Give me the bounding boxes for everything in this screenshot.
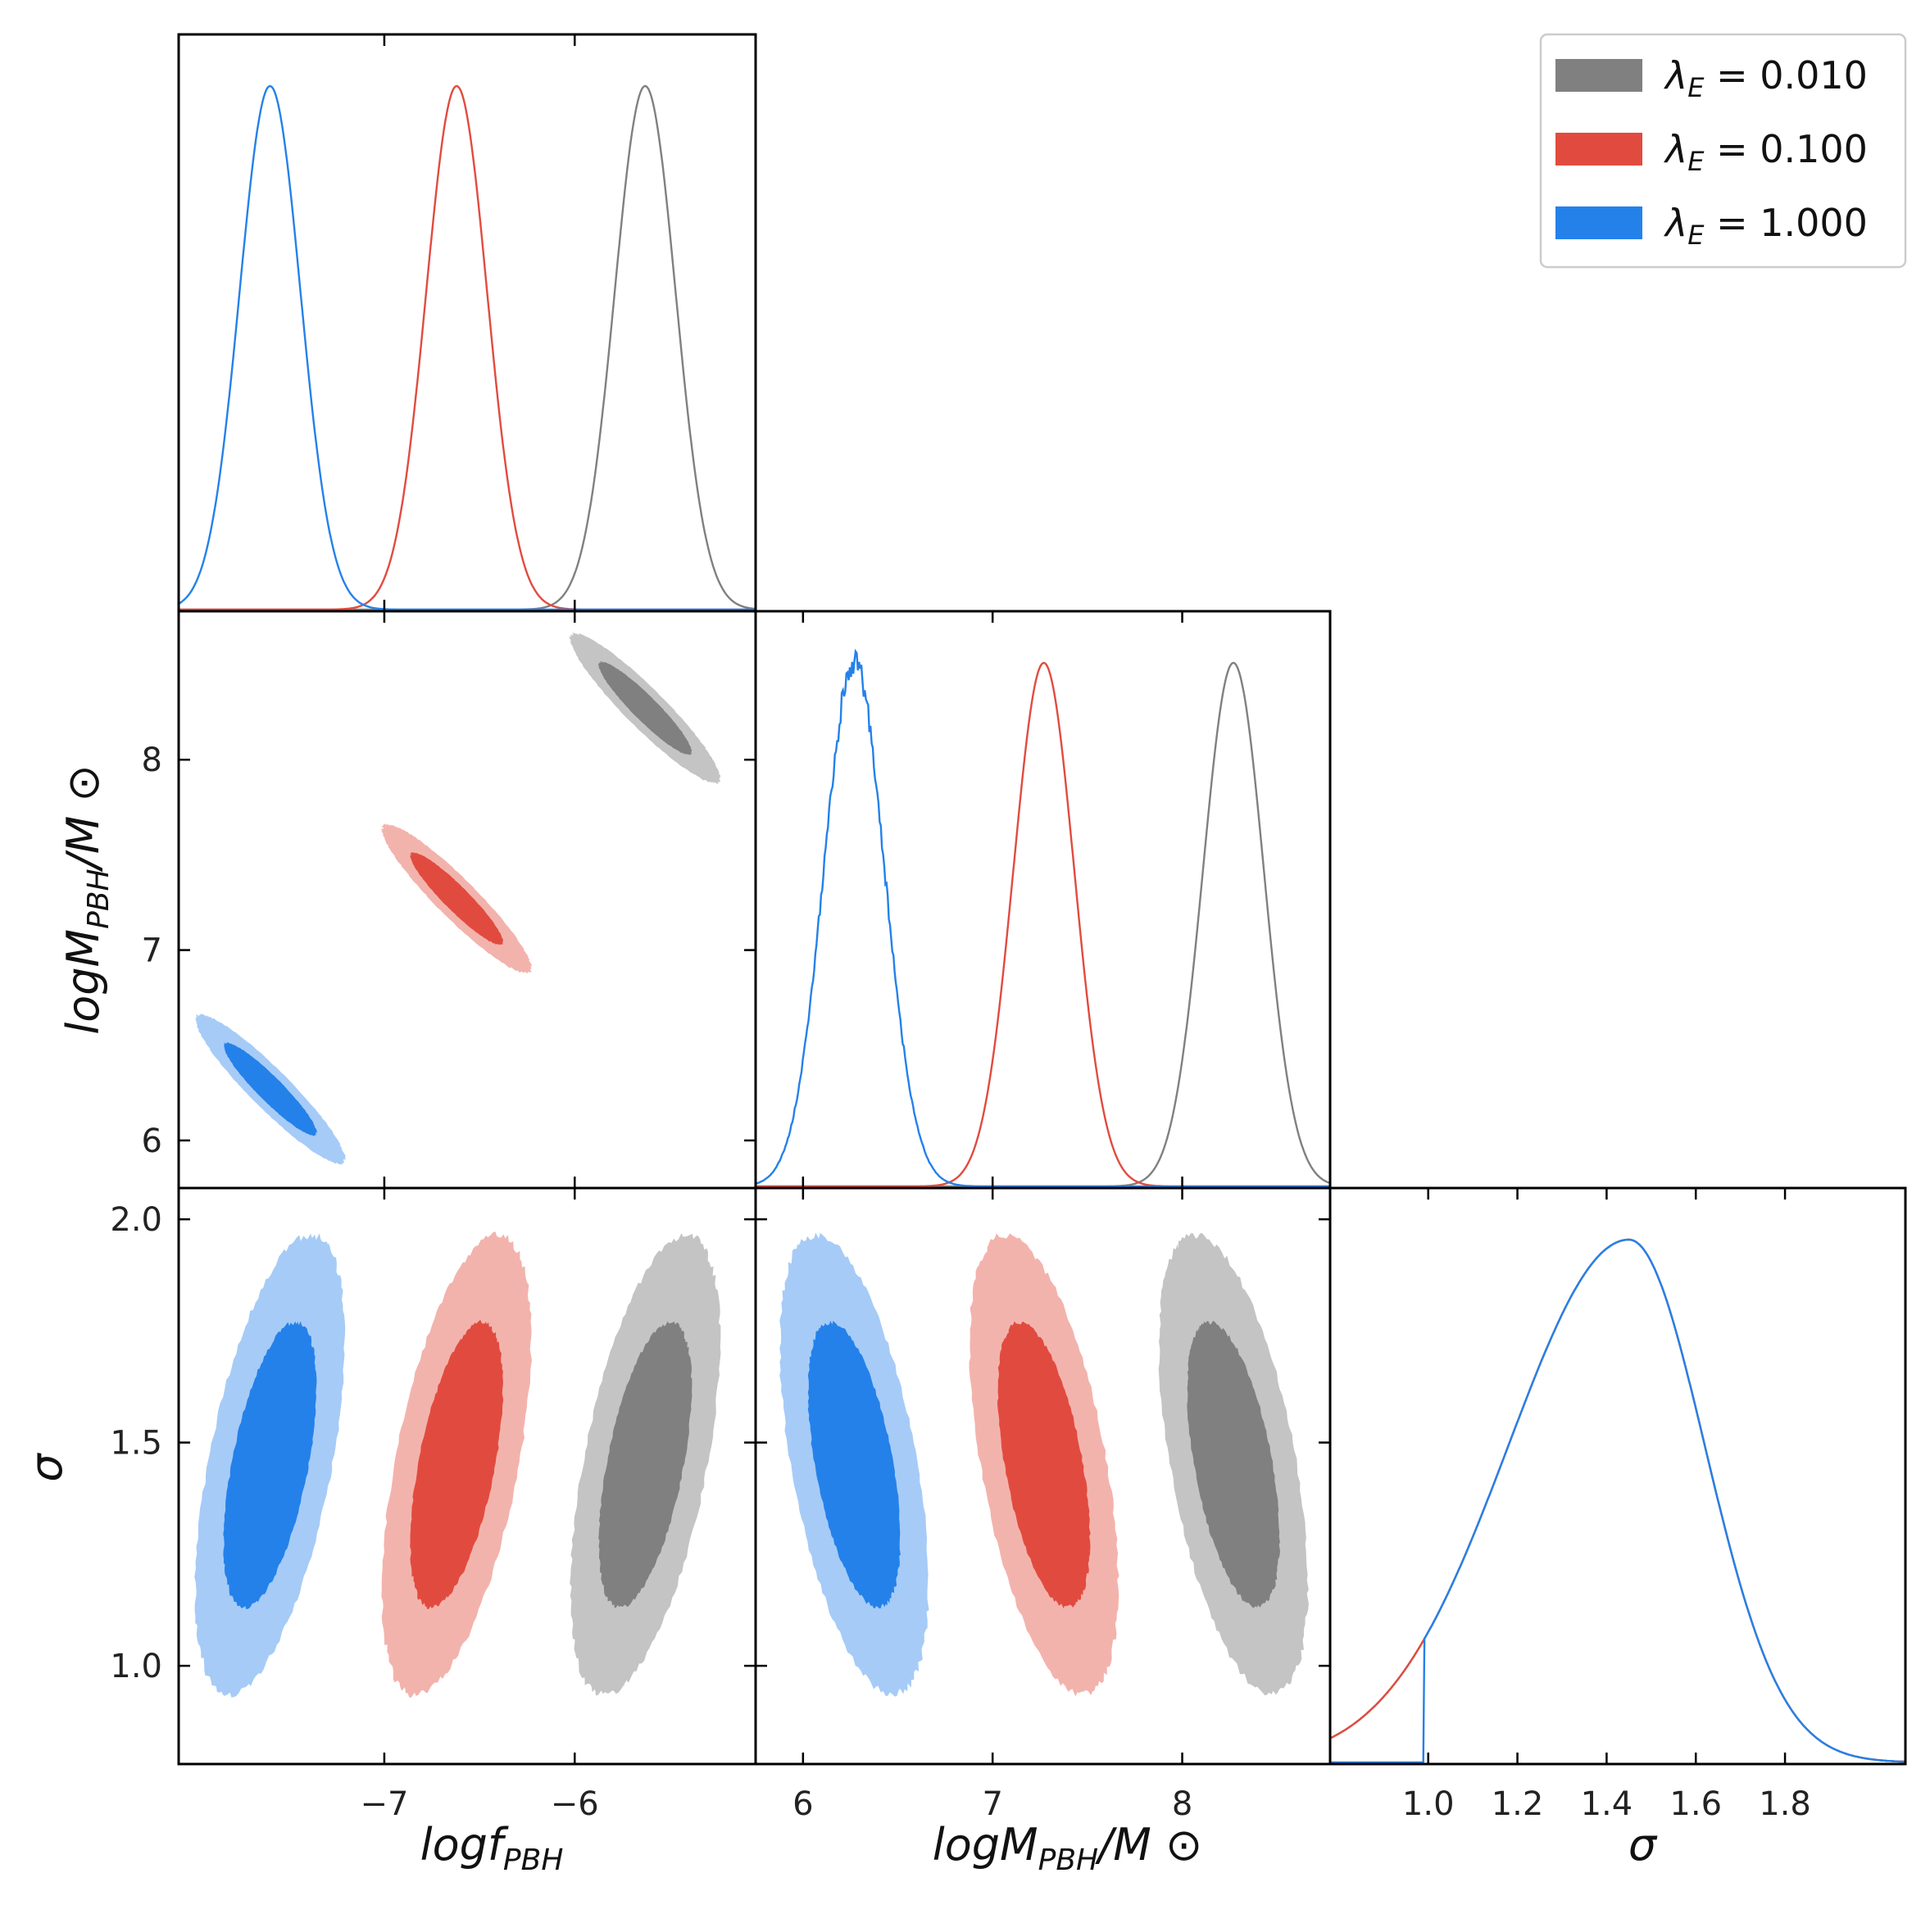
x-axis-label-logf: logfPBH — [420, 1819, 564, 1877]
x-tick-label-logM: 6 — [792, 1785, 813, 1823]
x-tick-label-logM: 8 — [1172, 1785, 1192, 1823]
x-tick-label-logf: −6 — [551, 1785, 599, 1823]
marginal-curve-logf-series-1 — [179, 84, 756, 611]
marginal-panel-sigma — [1328, 1186, 1907, 1766]
legend-swatch-0 — [1555, 59, 1642, 92]
axis-label-main: σ — [20, 1453, 72, 1482]
y-axis-label-logM: logMPBH/M ⊙ — [57, 764, 116, 1035]
x-tick-label-logf: −7 — [360, 1785, 408, 1823]
contour-inner-series-2 — [224, 1042, 317, 1136]
marginal-curve-logf-series-2 — [178, 84, 756, 611]
panel-frame — [754, 1186, 1332, 1766]
marginal-curve-sigma-series-1 — [1329, 1238, 1906, 1763]
legend: λE = 0.010 λE = 0.100 λE = 1.000 — [1539, 33, 1907, 269]
axis-label-subscript: PBH — [82, 868, 116, 928]
marginal-curve-sigma-series-2 — [1330, 1238, 1906, 1764]
contour-panel-sigma-vs-logf — [177, 1186, 757, 1766]
legend-entry-0: λE = 0.010 — [1663, 53, 1868, 103]
legend-entry-2: λE = 1.000 — [1663, 201, 1868, 251]
contour-inner-series-0 — [1187, 1321, 1280, 1608]
panels-layer — [177, 33, 1907, 1766]
contour-panel-logM-vs-logf — [177, 610, 757, 1190]
y-tick-label-sigma: 1.5 — [110, 1425, 162, 1463]
ticks-layer: −7 −6 6 7 8 1.0 1.2 1.4 1.6 1.8 6 7 8 1.0 1.5 2.0 — [110, 34, 1811, 1823]
x-tick-label-sigma: 1.8 — [1759, 1785, 1811, 1823]
contour-inner-series-0 — [598, 1321, 693, 1608]
x-tick-label-sigma: 1.0 — [1402, 1785, 1455, 1823]
axis-label-subscript: PBH — [503, 1844, 563, 1877]
y-tick-label-sigma: 1.0 — [110, 1648, 162, 1685]
contour-inner-series-1 — [997, 1321, 1091, 1609]
marginal-curve-logf-series-0 — [179, 84, 756, 611]
contour-inner-series-2 — [807, 1320, 901, 1609]
x-axis-label-logM: logMPBH/M ⊙ — [933, 1819, 1203, 1877]
y-tick-label-logM: 6 — [142, 1122, 162, 1160]
axis-label-subscript: PBH — [1038, 1844, 1098, 1877]
x-tick-label-sigma: 1.6 — [1669, 1785, 1722, 1823]
y-axis-label-sigma: σ — [20, 1453, 72, 1482]
axis-label-main: logM — [933, 1819, 1038, 1871]
marginal-panel-logM — [754, 610, 1332, 1190]
contour-inner-series-1 — [410, 1320, 504, 1609]
contour-inner-series-1 — [409, 851, 504, 946]
legend-swatch-1 — [1555, 133, 1642, 166]
marginal-panel-logf — [177, 33, 757, 613]
legend-entry-1: λE = 0.100 — [1663, 127, 1868, 177]
axis-label-suffix: /M ⊙ — [57, 764, 109, 872]
marginal-curve-logM-series-1 — [756, 661, 1330, 1188]
y-tick-label-logM: 7 — [142, 932, 162, 970]
y-tick-label-logM: 8 — [142, 742, 162, 779]
marginal-curve-logM-series-0 — [756, 661, 1331, 1188]
axis-label-main: logf — [420, 1819, 509, 1871]
axis-label-suffix: /M ⊙ — [1095, 1819, 1202, 1871]
panel-frame-sigma — [1328, 1186, 1907, 1766]
y-tick-label-sigma: 2.0 — [110, 1201, 162, 1239]
marginal-curve-sigma-series-0 — [1329, 1238, 1906, 1763]
axis-label-main: logM — [57, 929, 109, 1035]
x-tick-label-sigma: 1.4 — [1581, 1785, 1633, 1823]
marginal-curve-logM-series-2 — [755, 648, 1330, 1188]
contour-inner-series-0 — [597, 661, 693, 755]
axis-label-main: σ — [1628, 1819, 1658, 1871]
contour-inner-series-2 — [223, 1321, 317, 1609]
x-tick-label-logM: 7 — [982, 1785, 1002, 1823]
x-tick-label-sigma: 1.2 — [1492, 1785, 1544, 1823]
contour-panel-sigma-vs-logM — [754, 1186, 1332, 1766]
legend-swatch-2 — [1555, 206, 1642, 239]
x-axis-label-sigma: σ — [1628, 1819, 1658, 1871]
